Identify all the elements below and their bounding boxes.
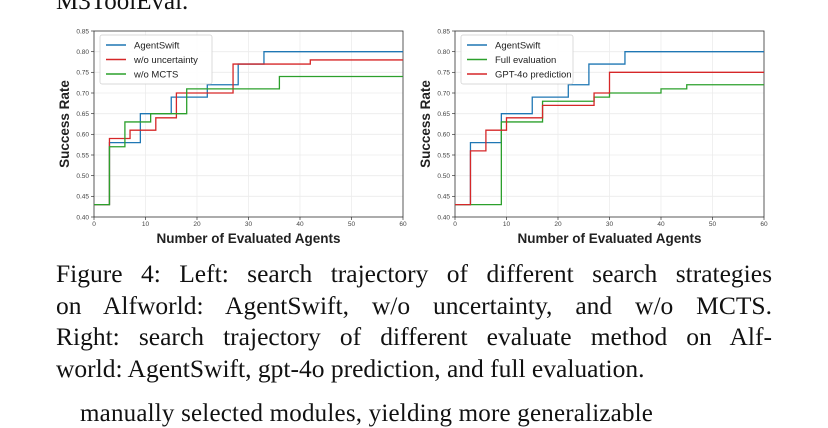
- y-tick-label: 0.75: [76, 70, 89, 77]
- series-line: [94, 75, 403, 206]
- x-tick-label: 10: [503, 221, 511, 228]
- following-text: manually selected modules, yielding more…: [80, 400, 654, 427]
- y-tick-label: 0.80: [76, 49, 89, 56]
- figure-caption: Figure 4: Left: search trajectory of dif…: [56, 258, 772, 384]
- y-tick-label: 0.85: [437, 28, 450, 35]
- preceding-text: M3ToolEval.: [56, 0, 189, 15]
- legend-label: w/o MCTS: [133, 69, 178, 80]
- right-chart-svg: 0 10 20 30 40 50 60 0.40 0.45 0.50 0.55 0.60 0.65 0.7…: [418, 28, 768, 246]
- legend-label: Full evaluation: [495, 55, 556, 66]
- y-tick-label: 0.65: [437, 111, 450, 118]
- x-tick-label: 60: [760, 221, 768, 228]
- right-chart: 0 10 20 30 40 50 60 0.40 0.45 0.50 0.55 0.60 0.65 0.7…: [417, 26, 769, 248]
- x-tick-label: 50: [348, 221, 356, 228]
- y-axis-title: Success Rate: [57, 80, 72, 168]
- y-tick-label: 0.50: [437, 173, 450, 180]
- x-tick-label: 40: [296, 221, 304, 228]
- y-axis-title: Success Rate: [418, 80, 433, 168]
- series-line: [455, 51, 764, 206]
- x-tick-label: 20: [554, 221, 562, 228]
- y-tick-label: 0.80: [437, 49, 450, 56]
- y-tick-label: 0.85: [76, 28, 89, 35]
- legend-label: AgentSwift: [134, 40, 180, 51]
- y-tick-label: 0.45: [76, 194, 89, 201]
- x-tick-label: 30: [245, 221, 253, 228]
- legend-box: [460, 34, 574, 85]
- y-tick-label: 0.75: [437, 70, 450, 77]
- y-tick-label: 0.70: [437, 90, 450, 97]
- left-chart: 0 10 20 30 40 50 60 0.40 0.45 0.50 0.55 0.60 0.65 0.7…: [56, 26, 408, 248]
- x-axis-title: Number of Evaluated Agents: [156, 231, 340, 246]
- caption-line: Figure 4: Left: search trajectory of dif…: [56, 259, 772, 288]
- y-tick-label: 0.55: [76, 152, 89, 159]
- y-tick-label: 0.55: [437, 152, 450, 159]
- y-tick-label: 0.60: [437, 132, 450, 139]
- caption-line: on Alfworld: AgentSwift, w/o uncertainty…: [56, 290, 772, 320]
- y-tick-label: 0.70: [76, 90, 89, 97]
- legend-label: GPT-4o prediction: [495, 69, 572, 80]
- x-tick-label: 20: [193, 221, 201, 228]
- legend-label: AgentSwift: [495, 40, 541, 51]
- y-tick-label: 0.65: [76, 111, 89, 118]
- y-tick-label: 0.40: [437, 214, 450, 221]
- caption-line: world: AgentSwift, gpt-4o prediction, an…: [56, 353, 645, 383]
- caption-line: Right: search trajectory of different ev…: [56, 322, 772, 351]
- legend-box: [99, 34, 213, 85]
- x-tick-label: 0: [92, 221, 96, 228]
- x-tick-label: 10: [142, 221, 150, 228]
- x-tick-label: 30: [606, 221, 614, 228]
- y-tick-label: 0.40: [76, 214, 89, 221]
- y-tick-label: 0.45: [437, 194, 450, 201]
- y-tick-label: 0.50: [76, 173, 89, 180]
- x-tick-label: 60: [399, 221, 407, 228]
- x-tick-label: 0: [453, 221, 457, 228]
- series-line: [94, 59, 403, 206]
- left-chart-svg: 0 10 20 30 40 50 60 0.40 0.45 0.50 0.55 0.60 0.65 0.7…: [57, 28, 407, 246]
- series-line: [455, 71, 764, 206]
- x-axis-title: Number of Evaluated Agents: [517, 231, 701, 246]
- y-tick-label: 0.60: [76, 132, 89, 139]
- x-tick-label: 40: [657, 221, 665, 228]
- legend-label: w/o uncertainty: [133, 55, 198, 66]
- x-tick-label: 50: [709, 221, 717, 228]
